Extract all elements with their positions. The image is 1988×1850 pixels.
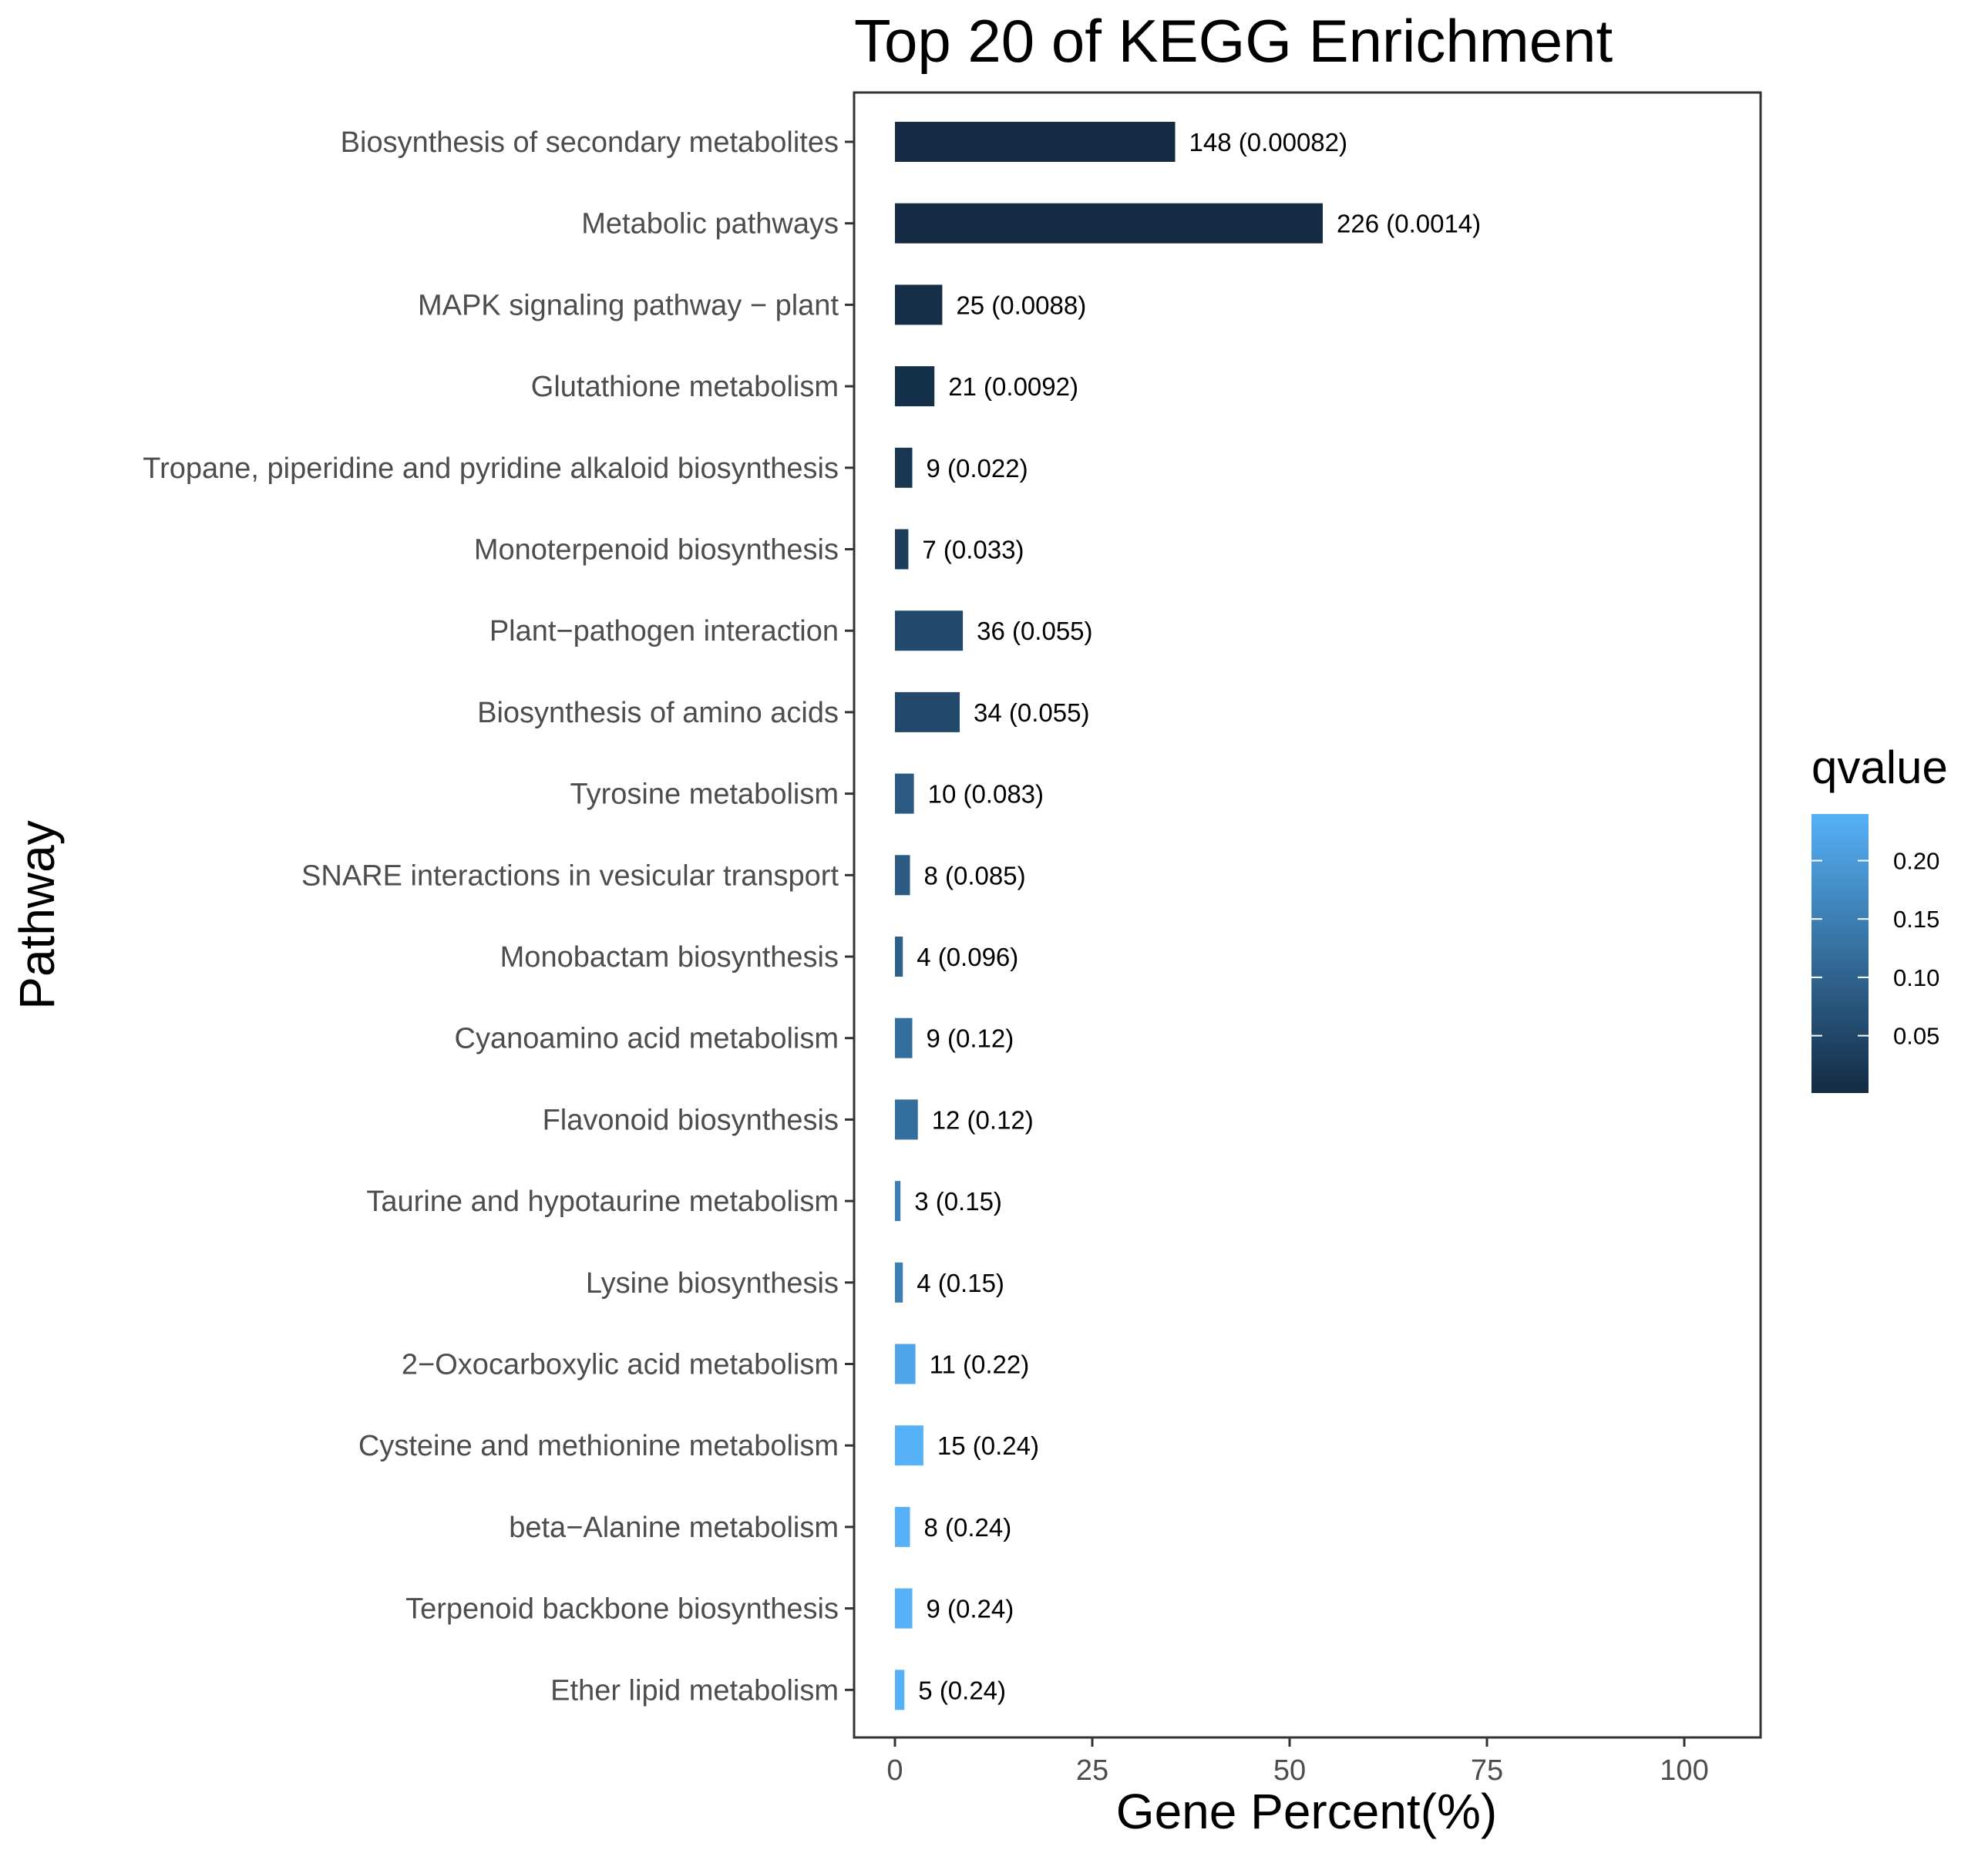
bar-value-label: 3 (0.15) <box>914 1187 1002 1216</box>
category-label: Lysine biosynthesis <box>586 1267 839 1300</box>
bar-value-label: 4 (0.15) <box>917 1269 1004 1297</box>
category-label: Cyanoamino acid metabolism <box>455 1023 839 1055</box>
bar <box>895 855 910 896</box>
x-axis-ticks: 0 25 50 75 100 <box>886 1737 1709 1787</box>
bar <box>895 1506 910 1547</box>
legend-tick-label: 0.20 <box>1893 848 1939 875</box>
category-label: Terpenoid backbone biosynthesis <box>405 1593 839 1626</box>
bar-value-label: 5 (0.24) <box>918 1676 1006 1704</box>
category-label: Cysteine and methionine metabolism <box>358 1430 839 1462</box>
category-label: Flavonoid biosynthesis <box>543 1104 839 1136</box>
bar-value-label: 9 (0.24) <box>927 1595 1014 1623</box>
bar-value-label: 10 (0.083) <box>928 780 1044 809</box>
bar-value-label: 36 (0.055) <box>977 617 1092 645</box>
bar <box>895 1588 913 1629</box>
bar <box>895 366 935 407</box>
bar <box>895 1344 916 1384</box>
bar-value-label: 8 (0.24) <box>924 1513 1012 1542</box>
bar <box>895 1018 913 1058</box>
bar-value-label: 21 (0.0092) <box>948 372 1078 401</box>
bar <box>895 1425 923 1466</box>
bar-value-label: 226 (0.0014) <box>1337 210 1481 238</box>
legend-tick-label: 0.15 <box>1893 906 1939 933</box>
bar-value-label: 25 (0.0088) <box>956 291 1086 319</box>
category-label: Ether lipid metabolism <box>550 1674 839 1707</box>
bar-value-label: 7 (0.033) <box>922 536 1024 564</box>
category-label: SNARE interactions in vesicular transpor… <box>301 859 839 892</box>
bar-value-label: 9 (0.022) <box>927 454 1028 483</box>
x-tick-label: 25 <box>1076 1754 1108 1787</box>
bar <box>895 203 1323 244</box>
x-tick-label: 75 <box>1471 1754 1503 1787</box>
bar <box>895 1670 905 1710</box>
bars-layer: 148 (0.00082) 226 (0.0014) 25 (0.0088) 21 (… <box>895 122 1481 1710</box>
bar <box>895 529 909 570</box>
x-tick-label: 50 <box>1273 1754 1306 1787</box>
qvalue-legend: qvalue 0.05 0.10 0.15 0.20 <box>1811 742 1948 1093</box>
category-label: Glutathione metabolism <box>531 371 839 403</box>
bar <box>895 122 1176 162</box>
legend-ticks: 0.05 0.10 0.15 0.20 <box>1811 848 1939 1050</box>
bar <box>895 1262 903 1303</box>
x-axis-title: Gene Percent(%) <box>1116 1784 1497 1839</box>
bar <box>895 773 914 814</box>
bar-value-label: 148 (0.00082) <box>1189 128 1348 156</box>
category-label: Biosynthesis of amino acids <box>477 697 839 729</box>
category-label: Tyrosine metabolism <box>570 779 839 811</box>
plot-panel-border <box>853 91 1762 1739</box>
bar <box>895 610 964 651</box>
bar <box>895 284 943 325</box>
bar <box>895 1181 901 1222</box>
category-label: 2−Oxocarboxylic acid metabolism <box>402 1349 839 1381</box>
bar-value-label: 34 (0.055) <box>974 698 1089 727</box>
x-tick-label: 0 <box>886 1754 903 1787</box>
category-label: Biosynthesis of secondary metabolites <box>341 126 839 159</box>
category-label: Plant−pathogen interaction <box>489 615 839 648</box>
bar <box>895 691 960 732</box>
category-label: Metabolic pathways <box>581 208 839 240</box>
chart-title: Top 20 of KEGG Enrichment <box>854 7 1613 75</box>
bar-value-label: 4 (0.096) <box>917 943 1018 971</box>
legend-colorbar <box>1811 814 1869 1093</box>
legend-tick-label: 0.10 <box>1893 964 1939 991</box>
legend-tick-label: 0.05 <box>1893 1023 1939 1050</box>
bar-value-label: 15 (0.24) <box>937 1431 1039 1460</box>
category-label: Monobactam biosynthesis <box>500 941 839 974</box>
bar-value-label: 9 (0.12) <box>927 1024 1014 1053</box>
category-label: MAPK signaling pathway − plant <box>418 289 839 321</box>
bar <box>895 937 903 977</box>
y-axis-title: Pathway <box>9 820 65 1009</box>
bar <box>895 447 913 488</box>
category-labels: Biosynthesis of secondary metabolites Met… <box>143 126 854 1707</box>
category-label: Taurine and hypotaurine metabolism <box>366 1186 839 1218</box>
legend-title: qvalue <box>1811 742 1948 793</box>
x-tick-label: 100 <box>1660 1754 1708 1787</box>
category-label: beta−Alanine metabolism <box>509 1512 839 1544</box>
bar-value-label: 12 (0.12) <box>932 1105 1034 1134</box>
category-label: Monoterpenoid biosynthesis <box>474 534 839 567</box>
bar-value-label: 8 (0.085) <box>924 861 1026 890</box>
bar <box>895 1099 918 1140</box>
category-label: Tropane, piperidine and pyridine alkaloi… <box>143 452 839 485</box>
bar-value-label: 11 (0.22) <box>930 1350 1030 1379</box>
